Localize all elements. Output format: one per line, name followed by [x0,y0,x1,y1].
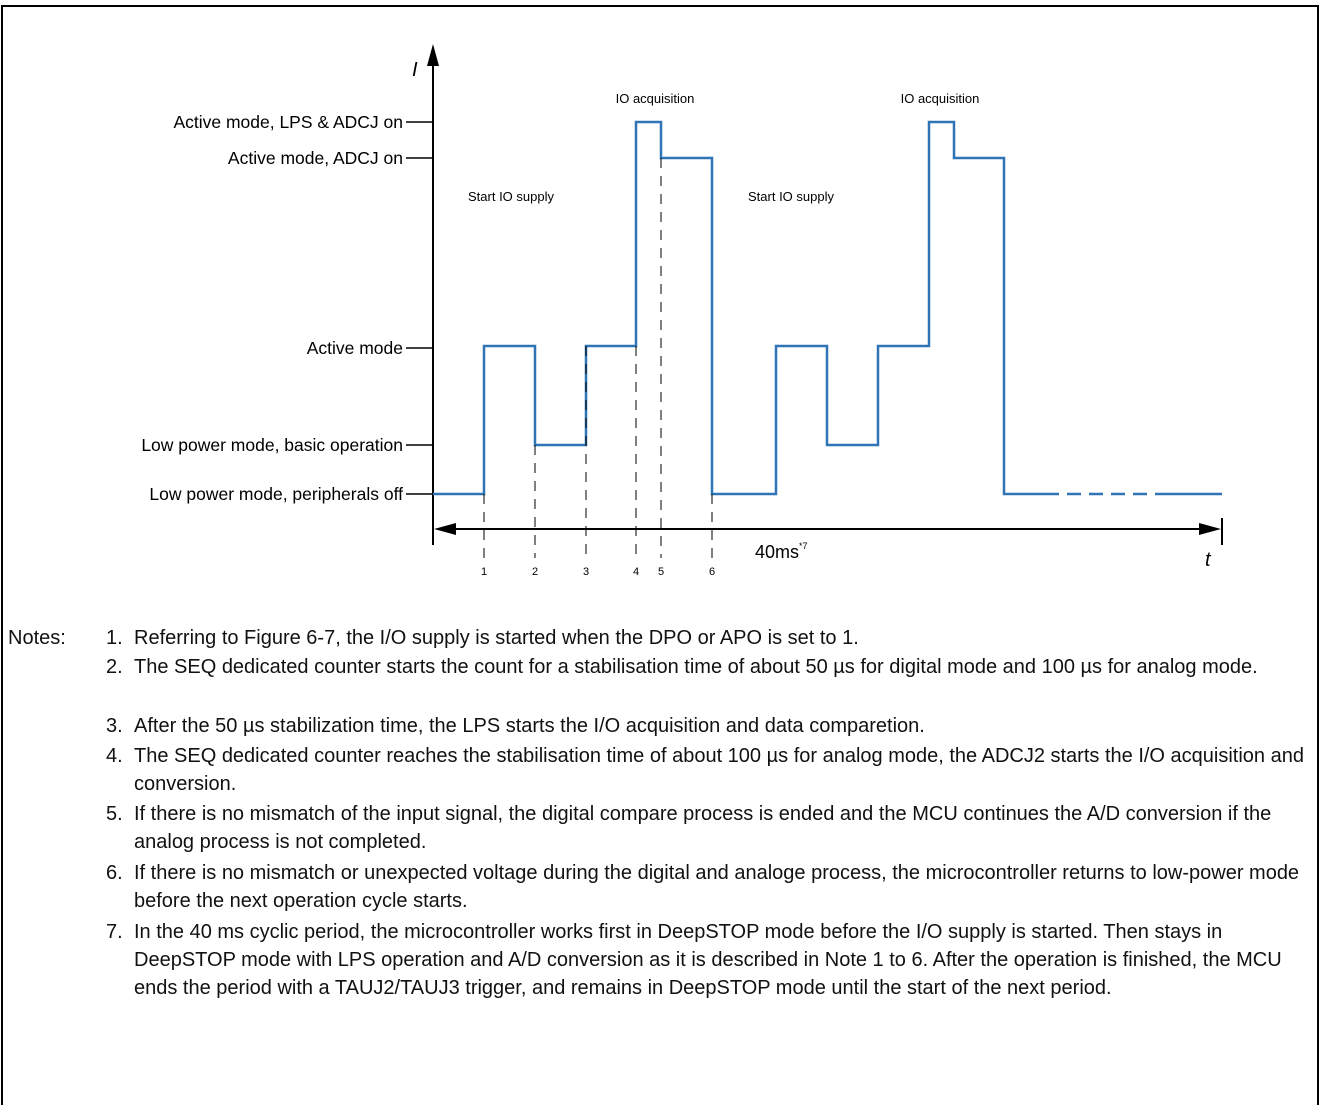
note-number: 7. [106,921,123,943]
figure-frame [1,5,1319,1105]
note-text: After the 50 µs stabilization time, the … [134,715,925,737]
note-text: If there is no mismatch of the input sig… [134,803,1272,853]
level-label-basic-operation: Low power mode, basic operation [141,435,403,455]
note-text: If there is no mismatch or unexpected vo… [134,862,1300,912]
level-label-active-mode: Active mode [307,338,403,358]
period-label: 40ms*7 [755,541,808,562]
note-text: In the 40 ms cyclic period, the microcon… [134,921,1282,999]
marker-label-2: 2 [532,566,538,578]
note-number: 5. [106,803,123,825]
level-label-lps-adcj-on: Active mode, LPS & ADCJ on [173,112,403,132]
x-axis-label: t [1205,549,1212,571]
note-number: 2. [106,656,123,678]
marker-label-3: 3 [583,566,589,578]
level-ticks [406,121,433,495]
level-label-peripherals-off: Low power mode, peripherals off [149,484,403,504]
y-axis-arrow [427,44,439,66]
note-text: Referring to Figure 6-7, the I/O supply … [134,627,859,649]
marker-label-5: 5 [658,566,664,578]
current-waveform [433,120,1045,496]
period-arrow-right [1199,523,1221,535]
note-text: The SEQ dedicated counter reaches the st… [134,745,1304,795]
note-number: 4. [106,745,123,767]
annotation-start-io-supply-1: Start IO supply [468,189,554,204]
annotation-io-acquisition-2: IO acquisition [901,91,980,106]
y-axis-label: I [412,59,418,81]
note-number: 1. [106,627,123,649]
current-timing-diagram: I Active mode, LPS & ADCJ on Active mode… [141,44,1223,578]
notes-heading: Notes: [8,627,66,649]
marker-label-4: 4 [633,566,639,578]
note-number: 3. [106,715,123,737]
annotation-io-acquisition-1: IO acquisition [616,91,695,106]
level-label-adcj-on: Active mode, ADCJ on [228,148,403,168]
period-arrow-left [434,523,456,535]
marker-label-6: 6 [709,566,715,578]
marker-label-1: 1 [481,566,487,578]
note-text: The SEQ dedicated counter starts the cou… [134,656,1258,678]
annotation-start-io-supply-2: Start IO supply [748,189,834,204]
note-number: 6. [106,862,123,884]
